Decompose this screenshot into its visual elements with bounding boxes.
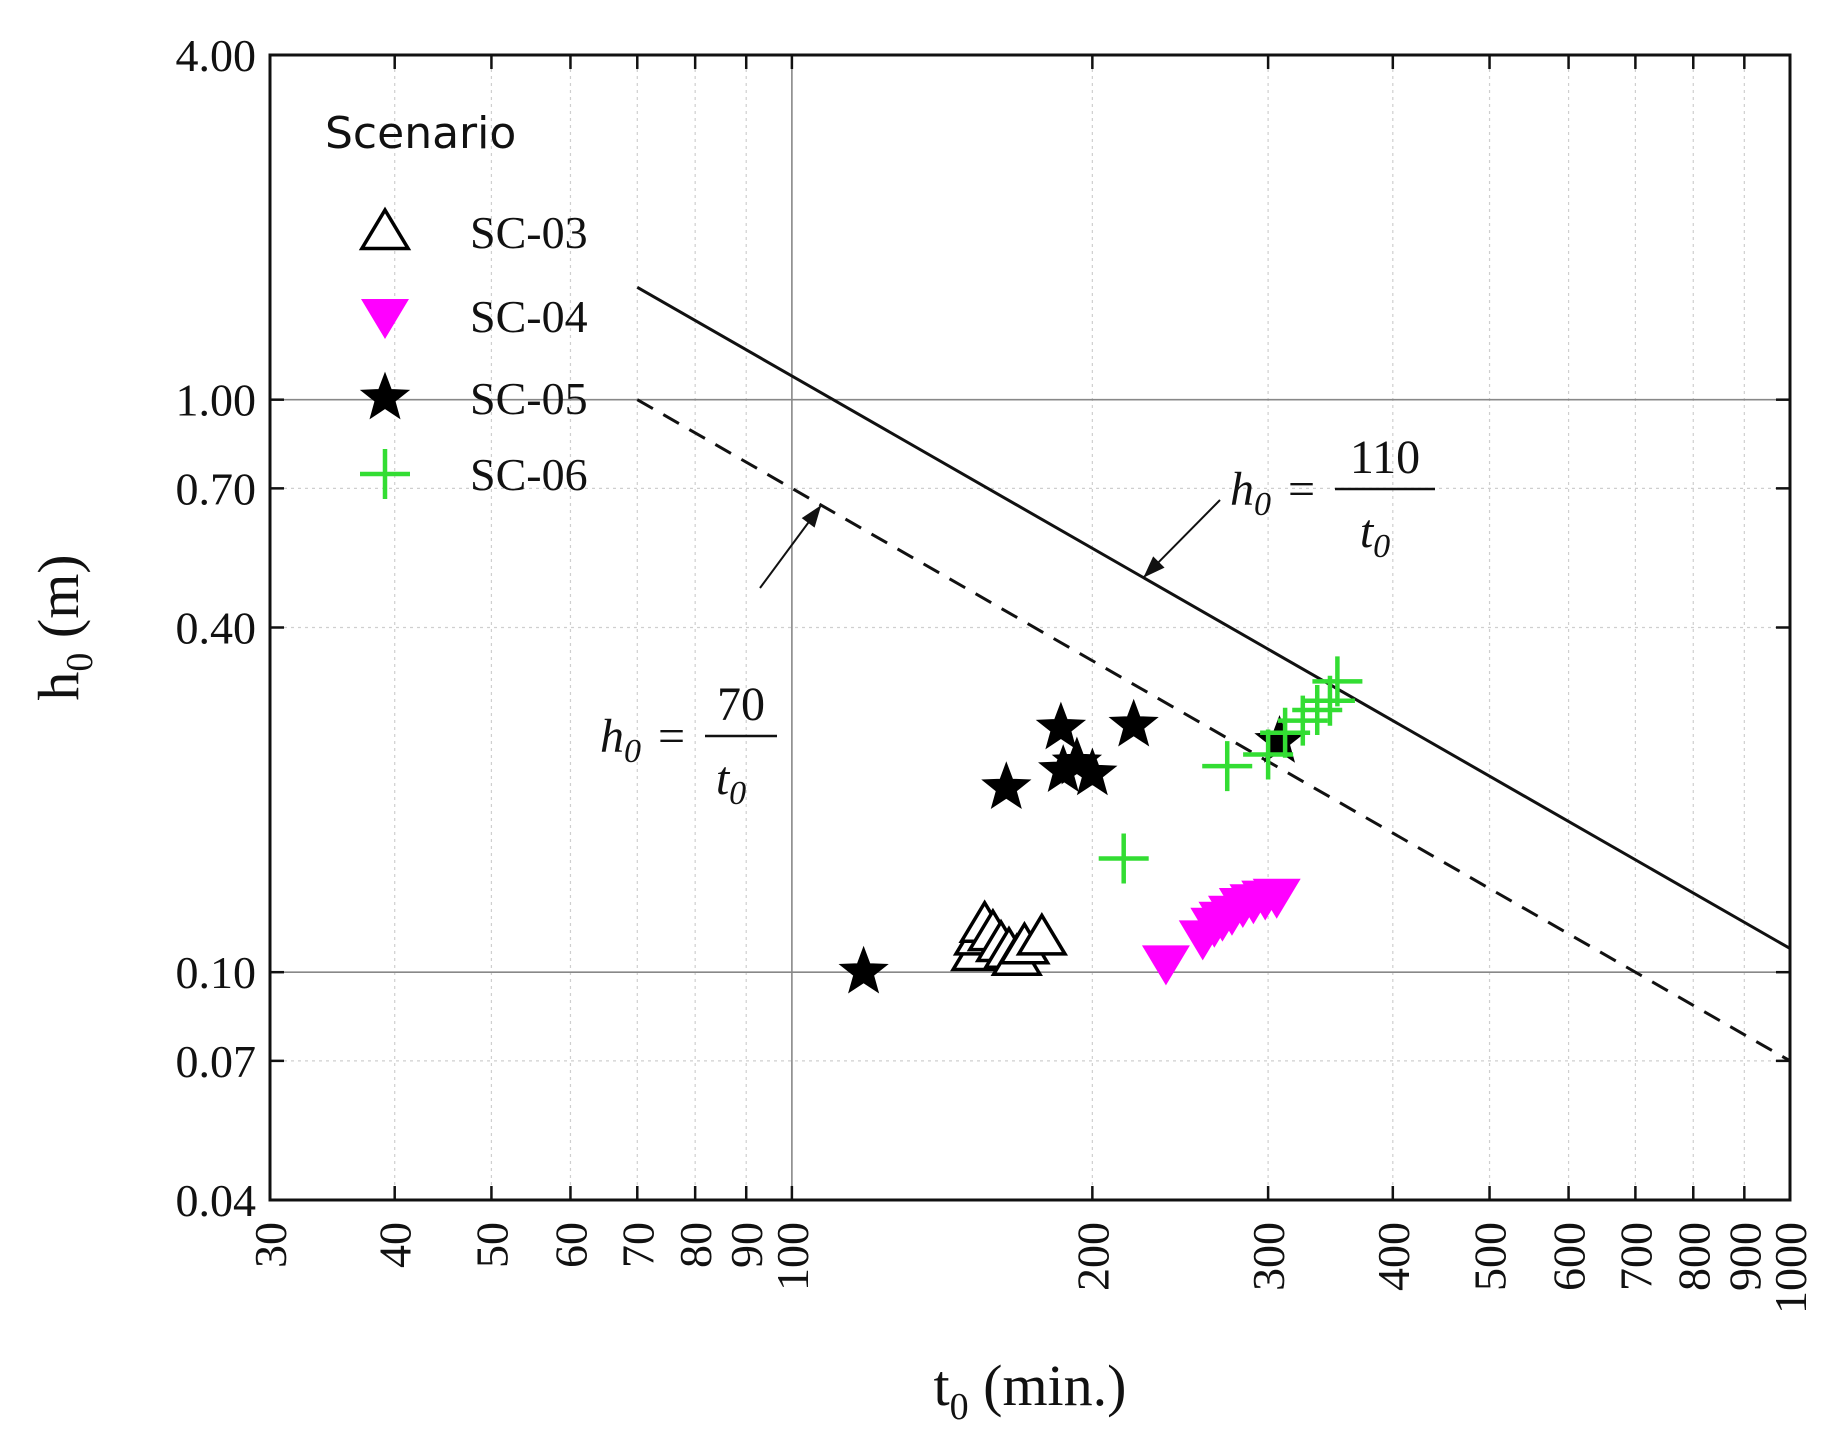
equation-numerator: 70 [717,678,765,731]
legend-label: SC-06 [470,449,588,500]
y-tick-label: 4.00 [176,30,257,81]
x-tick-label: 100 [767,1222,818,1291]
y-tick-label: 0.70 [176,463,257,514]
x-tick-label: 200 [1067,1222,1118,1291]
x-tick-label: 40 [370,1222,421,1268]
y-tick-label: 0.04 [176,1175,257,1226]
y-tick-label: 1.00 [176,375,257,426]
x-tick-label: 500 [1465,1222,1516,1291]
x-tick-label: 400 [1368,1222,1419,1291]
series-SC-06 [1098,656,1363,884]
series-SC-04 [1141,878,1301,986]
equation-upper: h0 = 110 t0 [1230,431,1435,565]
equation-lhs: h0 [600,710,641,770]
legend-marker [358,206,412,251]
x-tick-label: 70 [612,1222,663,1268]
data-point [1015,912,1069,956]
y-tick-label: 0.40 [176,603,257,654]
data-point [838,945,889,994]
arrow-upper [1142,499,1221,579]
series-SC-05 [838,698,1305,994]
reference-lines [636,285,1791,1063]
data-point [981,761,1032,810]
x-tick-label: 800 [1668,1222,1719,1291]
x-tick-label: 30 [245,1222,296,1268]
data-point [1067,747,1118,796]
equation-equals: = [658,710,685,763]
arrow-head [1143,556,1165,578]
equation-lower: h0 = 70 t0 [600,678,777,812]
legend-marker [359,371,411,420]
equation-annotations: h0 = 110 t0 h0 = 70 t0 [600,431,1435,812]
x-tick-label: 60 [545,1222,596,1268]
data-point [1035,701,1087,750]
x-tick-label: 700 [1610,1222,1661,1291]
x-tick-label: 300 [1243,1222,1294,1291]
equation-lhs: h0 [1230,463,1271,523]
y-tick-label: 0.10 [176,947,257,998]
reference-line-upper [636,285,1791,950]
data-point [1108,698,1159,747]
legend-label: SC-03 [470,207,588,258]
arrow-head [801,505,822,528]
data-point [1252,878,1301,919]
data-point [1292,685,1343,736]
reference-line-lower [636,398,1791,1063]
axis-labels: t0 (min.) h0 (m) [26,554,1126,1428]
x-tick-label: 900 [1719,1222,1770,1291]
x-tick-label: 50 [466,1222,517,1268]
legend-marker [361,299,409,339]
data-point [1202,741,1253,792]
series-SC-03 [950,899,1069,976]
equation-denominator: t0 [1360,505,1390,565]
legend-title: Scenario [325,108,516,159]
arrow-lower [759,504,823,589]
x-tick-label: 90 [721,1222,772,1268]
data-point [1312,656,1363,707]
x-tick-label: 1000 [1765,1222,1816,1314]
x-tick-label: 600 [1544,1222,1595,1291]
equation-denominator: t0 [716,752,746,812]
legend-label: SC-04 [470,291,588,342]
data-series [838,656,1363,994]
y-tick-label: 0.07 [176,1036,257,1087]
data-point [1141,945,1190,986]
equation-equals: = [1288,463,1315,516]
data-point [1304,675,1355,726]
equation-numerator: 110 [1350,431,1420,484]
x-tick-label: 80 [670,1222,721,1268]
legend-label: SC-05 [470,373,588,424]
x-axis-title: t0 (min.) [934,1353,1127,1428]
y-axis-title: h0 (m) [26,554,101,700]
legend-marker [360,449,410,499]
data-point [1098,833,1149,884]
legend: Scenario SC-03 SC-04 SC-05 SC-06 [325,108,588,500]
